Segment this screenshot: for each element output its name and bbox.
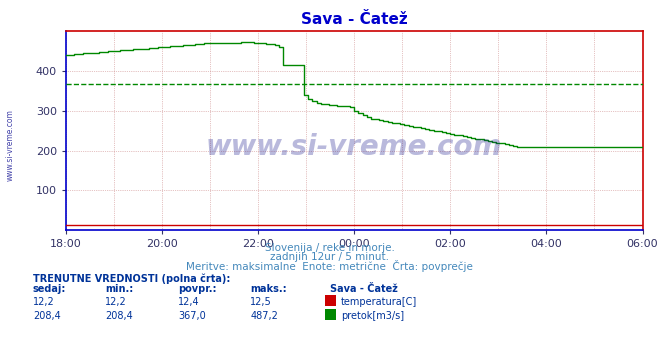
Text: www.si-vreme.com: www.si-vreme.com [206, 133, 502, 161]
Title: Sava - Čatež: Sava - Čatež [301, 12, 407, 27]
Text: TRENUTNE VREDNOSTI (polna črta):: TRENUTNE VREDNOSTI (polna črta): [33, 273, 231, 284]
Text: 487,2: 487,2 [250, 311, 278, 321]
Text: maks.:: maks.: [250, 284, 287, 294]
Text: pretok[m3/s]: pretok[m3/s] [341, 311, 404, 321]
Text: 208,4: 208,4 [33, 311, 61, 321]
Text: Sava - Čatež: Sava - Čatež [330, 284, 397, 294]
Text: sedaj:: sedaj: [33, 284, 67, 294]
Text: min.:: min.: [105, 284, 134, 294]
Text: 367,0: 367,0 [178, 311, 206, 321]
Text: 12,4: 12,4 [178, 297, 200, 307]
Text: www.si-vreme.com: www.si-vreme.com [5, 109, 14, 181]
Text: 208,4: 208,4 [105, 311, 133, 321]
Text: temperatura[C]: temperatura[C] [341, 297, 417, 307]
Text: Slovenija / reke in morje.: Slovenija / reke in morje. [264, 243, 395, 253]
Text: 12,2: 12,2 [33, 297, 55, 307]
Text: povpr.:: povpr.: [178, 284, 216, 294]
Text: 12,2: 12,2 [105, 297, 127, 307]
Text: Meritve: maksimalne  Enote: metrične  Črta: povprečje: Meritve: maksimalne Enote: metrične Črta… [186, 260, 473, 272]
Text: zadnjih 12ur / 5 minut.: zadnjih 12ur / 5 minut. [270, 252, 389, 262]
Text: 12,5: 12,5 [250, 297, 272, 307]
